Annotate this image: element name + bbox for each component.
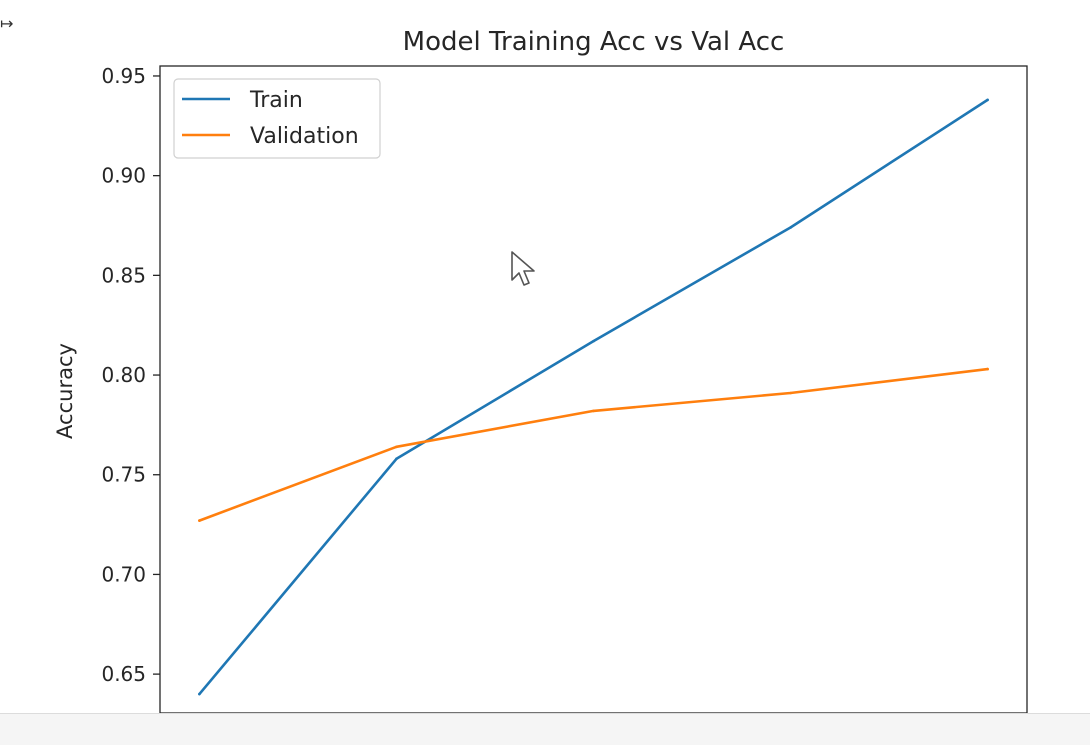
series-layer [198, 98, 989, 696]
plot-frame [159, 65, 1028, 714]
data-point-validation [592, 409, 595, 413]
ticks-layer: 0.650.700.750.800.850.900.950.00.51.01.5… [101, 64, 1003, 745]
output-arrow-icon: ↦ [0, 14, 14, 33]
data-point-validation [986, 367, 989, 371]
y-axis-title: Accuracy [53, 343, 77, 439]
y-tick-label: 0.90 [101, 164, 146, 188]
y-tick-label: 0.70 [101, 562, 146, 586]
series-line-train [198, 98, 989, 696]
y-tick-label: 0.80 [101, 363, 146, 387]
y-tick-label: 0.75 [101, 463, 146, 487]
series-line-validation [198, 367, 989, 522]
data-point-train [198, 692, 201, 696]
data-point-train [592, 339, 595, 343]
data-point-train [789, 226, 792, 229]
output-scroll-edge [0, 713, 1090, 745]
data-point-train [395, 457, 398, 461]
y-tick-label: 0.95 [101, 64, 146, 88]
data-point-validation [198, 519, 201, 522]
data-point-train [986, 98, 989, 102]
legend-label-train: Train [249, 88, 303, 113]
legend: Train Validation [173, 78, 381, 159]
mouse-pointer-icon [511, 251, 535, 286]
data-point-validation [395, 445, 398, 449]
y-tick-label: 0.65 [101, 662, 146, 686]
legend-items: Train Validation [182, 88, 359, 149]
y-tick-label: 0.85 [101, 263, 146, 287]
data-point-validation [789, 391, 792, 395]
legend-label-validation: Validation [250, 124, 359, 149]
chart-title: Model Training Acc vs Val Acc [403, 27, 785, 57]
